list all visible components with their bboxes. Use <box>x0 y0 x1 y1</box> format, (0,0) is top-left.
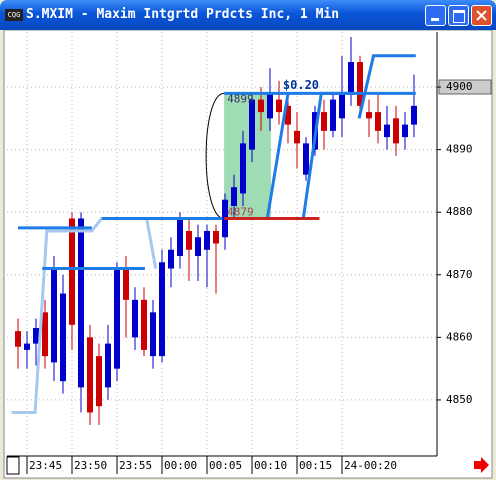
close-button[interactable] <box>471 5 492 26</box>
y-tick-label: 4880 <box>446 205 473 218</box>
candle-body <box>267 93 273 119</box>
chart-frame <box>3 30 493 479</box>
candle-body <box>249 99 255 150</box>
candle-body <box>294 130 300 144</box>
candle-body <box>42 312 48 357</box>
range-size-label: $0.20 <box>283 78 319 92</box>
candle-body <box>366 112 372 119</box>
candle-body <box>321 112 327 131</box>
candle-body <box>213 230 219 244</box>
indicator-line <box>265 93 290 219</box>
candle-body <box>339 93 345 119</box>
y-tick-label: 4870 <box>446 268 473 281</box>
candle-body <box>186 230 192 250</box>
candle-body <box>141 299 147 350</box>
y-tick-label: 4900 <box>446 80 473 93</box>
range-bracket <box>205 92 225 219</box>
x-tick-label: 00:10 <box>254 459 287 472</box>
candle-body <box>114 268 120 369</box>
candle-body <box>69 218 75 325</box>
candle-body <box>411 105 417 125</box>
candle-body <box>375 112 381 131</box>
app-icon: CQG <box>5 9 23 21</box>
maximize-button[interactable] <box>448 5 469 26</box>
candle-body <box>177 218 183 257</box>
candle-body <box>276 99 282 113</box>
candle-body <box>123 268 129 300</box>
candle-body <box>330 99 336 131</box>
title-bar: CQG S.MXIM - Maxim Intgrtd Prdcts Inc, 1… <box>0 0 496 30</box>
candle-body <box>132 299 138 338</box>
scroll-box[interactable] <box>6 456 20 475</box>
x-tick-label: 00:15 <box>299 459 332 472</box>
candle-body <box>105 343 111 388</box>
minimize-button[interactable] <box>425 5 446 26</box>
candle-body <box>168 249 174 269</box>
x-tick-label: 23:55 <box>119 459 152 472</box>
candle-body <box>285 105 291 125</box>
candle-body <box>204 230 210 250</box>
candle-body <box>384 124 390 138</box>
candle-body <box>303 143 309 175</box>
candle-body <box>195 237 201 257</box>
candle-body <box>78 218 84 388</box>
svg-text:CQG: CQG <box>8 11 21 19</box>
range-high-label: 4899 <box>227 92 254 105</box>
x-tick-label: 24-00:20 <box>344 459 397 472</box>
y-tick-label: 4860 <box>446 330 473 343</box>
candle-body <box>51 268 57 363</box>
window-title: S.MXIM - Maxim Intgrtd Prdcts Inc, 1 Min <box>26 7 340 22</box>
chart: 4850 4860 4870 4880 4890 4900 23:45 23:50 23:55 0… <box>3 30 493 479</box>
y-tick-label: 4890 <box>446 143 473 156</box>
candle-body <box>240 143 246 194</box>
candle-body <box>96 356 102 407</box>
candle-body <box>87 337 93 413</box>
x-tick-label: 00:05 <box>209 459 242 472</box>
candle-body <box>231 187 237 206</box>
x-tick-label: 23:45 <box>29 459 62 472</box>
indicator-line <box>357 54 416 119</box>
y-tick-label: 4850 <box>446 393 473 406</box>
range-low-label: 4879 <box>227 205 254 218</box>
x-tick-label: 00:00 <box>164 459 197 472</box>
candle-body <box>24 343 30 350</box>
candle-body <box>357 62 363 106</box>
x-tick-label: 23:50 <box>74 459 107 472</box>
candle-body <box>258 99 264 113</box>
candle-body <box>60 293 66 382</box>
candle-body <box>150 312 156 357</box>
scroll-arrow[interactable] <box>474 457 489 473</box>
candle-body <box>33 327 39 344</box>
candle-body <box>393 118 399 144</box>
candle-body <box>402 124 408 138</box>
candle-body <box>159 262 165 357</box>
indicator-line <box>301 91 356 219</box>
candle-body <box>15 331 21 347</box>
candle-body <box>348 62 354 94</box>
